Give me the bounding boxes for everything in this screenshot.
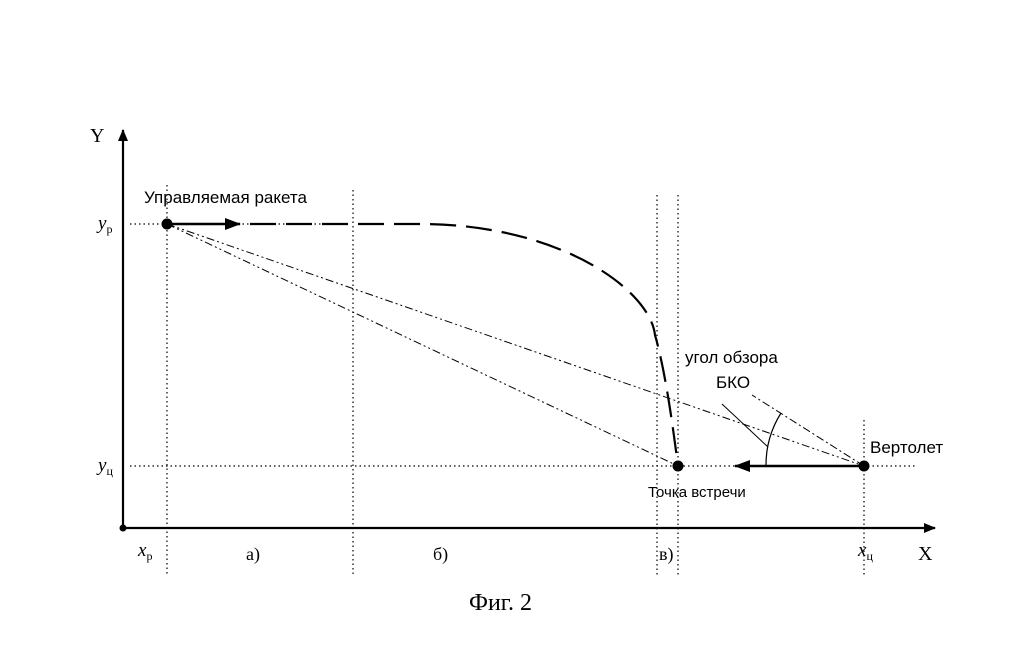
- y-axis-label: Y: [90, 125, 104, 147]
- view-angle-arc: [765, 412, 782, 467]
- missile-trajectory: [250, 222, 680, 467]
- view-angle-pointer: [721, 403, 769, 448]
- sight-line-rocket-to-helicopter: [166, 223, 865, 467]
- x-target-label: xц: [857, 540, 873, 563]
- meeting-point: [672, 460, 684, 472]
- y-rocket-label: yр: [96, 213, 112, 236]
- helicopter-label: Вертолет: [870, 438, 943, 457]
- rocket-point: [161, 218, 173, 230]
- zone-label-v: в): [659, 544, 674, 565]
- helicopter-point: [858, 460, 870, 472]
- figure-caption: Фиг. 2: [469, 590, 532, 616]
- zone-label-b: б): [433, 544, 448, 565]
- meeting-point-label: Точка встречи: [648, 484, 746, 501]
- view-angle-label-line2: БКО: [716, 373, 750, 392]
- view-angle-boundary: [751, 394, 865, 467]
- rocket-label: Управляемая ракета: [144, 188, 307, 207]
- x-axis-label: X: [918, 543, 933, 565]
- x-rocket-label: xр: [137, 540, 152, 563]
- zone-label-a: а): [246, 544, 260, 565]
- sight-line-rocket-to-meeting: [166, 223, 679, 467]
- y-target-label: yц: [96, 455, 113, 478]
- view-angle-label-line1: угол обзора: [685, 348, 778, 367]
- origin-point: [119, 524, 127, 532]
